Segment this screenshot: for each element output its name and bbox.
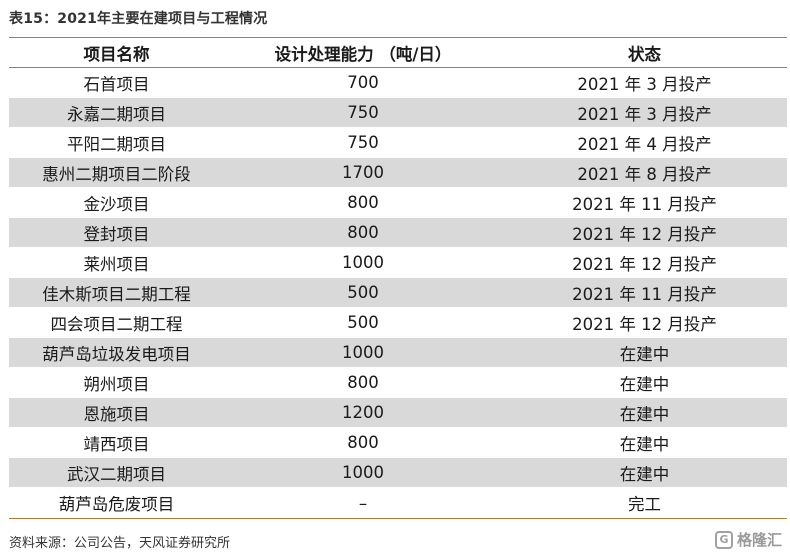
cell-capacity: 500 xyxy=(347,283,379,302)
header-project-name: 项目名称 xyxy=(83,44,150,64)
cell-capacity: 750 xyxy=(347,103,379,122)
table-row: 佳木斯项目二期工程 500 2021 年 11 月投产 xyxy=(9,278,787,308)
cell-capacity: 800 xyxy=(347,223,379,242)
table-row: 登封项目 800 2021 年 12 月投产 xyxy=(9,218,787,248)
cell-project-name: 永嘉二期项目 xyxy=(67,104,166,124)
cell-project-name: 葫芦岛垃圾发电项目 xyxy=(42,344,191,364)
cell-capacity: 1000 xyxy=(342,463,384,482)
cell-status: 在建中 xyxy=(619,404,670,424)
cell-capacity: 750 xyxy=(347,133,379,152)
cell-capacity: 800 xyxy=(347,193,379,212)
cell-capacity: 1000 xyxy=(342,253,384,272)
cell-project-name: 金沙项目 xyxy=(83,194,150,214)
cell-project-name: 武汉二期项目 xyxy=(67,464,166,484)
table-row: 四会项目二期工程 500 2021 年 12 月投产 xyxy=(9,308,787,338)
source-note: 资料来源：公司公告，天风证券研究所 xyxy=(9,536,231,551)
cell-status: 在建中 xyxy=(619,374,670,394)
cell-project-name: 葫芦岛危废项目 xyxy=(58,495,175,514)
table-row: 葫芦岛垃圾发电项目 1000 在建中 xyxy=(9,338,787,368)
cell-status: 完工 xyxy=(628,495,661,514)
cell-project-name: 佳木斯项目二期工程 xyxy=(42,284,191,304)
table-row: 平阳二期项目 750 2021 年 4 月投产 xyxy=(9,128,787,158)
table-row: 永嘉二期项目 750 2021 年 3 月投产 xyxy=(9,98,787,128)
cell-capacity: – xyxy=(358,493,368,513)
cell-status: 2021 年 3 月投产 xyxy=(577,104,712,124)
table-row: 石首项目 700 2021 年 3 月投产 xyxy=(9,68,787,98)
cell-capacity: 500 xyxy=(347,313,379,332)
cell-project-name: 平阳二期项目 xyxy=(67,134,166,154)
cell-capacity: 800 xyxy=(347,433,379,452)
table-header-row: 项目名称 设计处理能力 （吨/日） 状态 xyxy=(9,38,787,68)
table-title: 表15：2021年主要在建项目与工程情况 xyxy=(9,11,268,27)
projects-table: 项目名称 设计处理能力 （吨/日） 状态 石首项目 700 2021 年 3 月投产… xyxy=(9,37,787,519)
cell-status: 2021 年 12 月投产 xyxy=(572,224,717,244)
table-row: 葫芦岛危废项目 – 完工 xyxy=(9,488,787,518)
cell-project-name: 莱州项目 xyxy=(83,254,150,274)
cell-status: 在建中 xyxy=(619,464,670,484)
table-row: 武汉二期项目 1000 在建中 xyxy=(9,458,787,488)
gelonghui-logo-icon: G xyxy=(714,530,733,549)
cell-status: 2021 年 12 月投产 xyxy=(572,254,717,274)
cell-status: 在建中 xyxy=(619,434,670,454)
cell-status: 2021 年 11 月投产 xyxy=(572,194,717,214)
cell-capacity: 1700 xyxy=(342,163,384,182)
cell-status: 2021 年 3 月投产 xyxy=(577,74,712,94)
table-row: 靖西项目 800 在建中 xyxy=(9,428,787,458)
cell-project-name: 朔州项目 xyxy=(83,374,150,394)
table-row: 惠州二期项目二阶段 1700 2021 年 8 月投产 xyxy=(9,158,787,188)
cell-project-name: 惠州二期项目二阶段 xyxy=(42,164,191,184)
cell-project-name: 恩施项目 xyxy=(83,404,150,424)
header-status: 状态 xyxy=(628,44,661,64)
table-row: 恩施项目 1200 在建中 xyxy=(9,398,787,428)
cell-capacity: 1200 xyxy=(342,403,384,422)
cell-status: 在建中 xyxy=(619,344,670,364)
cell-status: 2021 年 8 月投产 xyxy=(577,164,712,184)
cell-project-name: 石首项目 xyxy=(83,74,150,94)
table-row: 朔州项目 800 在建中 xyxy=(9,368,787,398)
cell-capacity: 700 xyxy=(347,73,379,92)
cell-capacity: 800 xyxy=(347,373,379,392)
cell-project-name: 四会项目二期工程 xyxy=(50,314,183,334)
table-row: 莱州项目 1000 2021 年 12 月投产 xyxy=(9,248,787,278)
cell-status: 2021 年 12 月投产 xyxy=(572,314,717,334)
watermark-text: 格隆汇 xyxy=(736,531,782,549)
header-capacity: 设计处理能力 （吨/日） xyxy=(274,44,452,64)
cell-status: 2021 年 11 月投产 xyxy=(572,284,717,304)
table-row: 金沙项目 800 2021 年 11 月投产 xyxy=(9,188,787,218)
table-body: 石首项目 700 2021 年 3 月投产 永嘉二期项目 750 2021 年 3 月投产… xyxy=(9,68,787,518)
cell-project-name: 靖西项目 xyxy=(83,434,150,454)
cell-capacity: 1000 xyxy=(342,343,384,362)
watermark: G 格隆汇 xyxy=(714,529,782,550)
cell-project-name: 登封项目 xyxy=(83,224,150,244)
cell-status: 2021 年 4 月投产 xyxy=(577,134,712,154)
